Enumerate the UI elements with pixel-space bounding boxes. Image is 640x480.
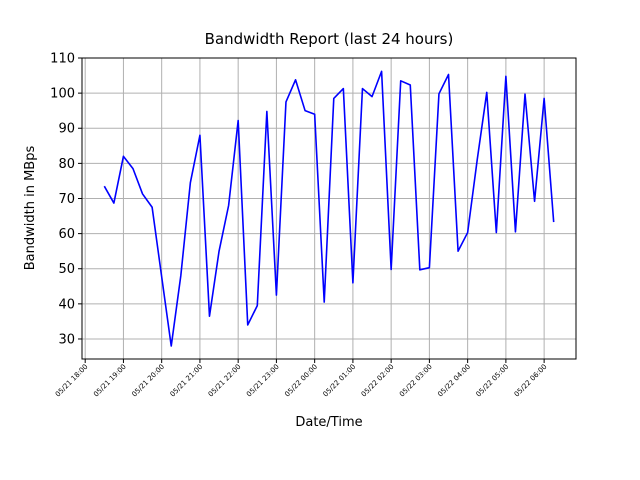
x-tick-label: 05/22 03:00 — [398, 363, 434, 399]
y-tick-label: 80 — [58, 157, 75, 172]
x-axis-label: Date/Time — [295, 415, 362, 430]
x-tick-label: 05/22 00:00 — [283, 363, 319, 399]
y-tick-label: 110 — [50, 52, 75, 67]
plot — [103, 70, 555, 347]
x-tick-label: 05/22 02:00 — [360, 363, 396, 399]
x-tick-label: 05/22 04:00 — [436, 363, 472, 399]
grid — [82, 57, 576, 359]
y-tick-label: 30 — [58, 332, 75, 347]
x-tick-label: 05/22 01:00 — [322, 363, 358, 399]
x-tick-label: 05/21 22:00 — [207, 363, 243, 399]
y-axis-label: Bandwidth in MBps — [23, 146, 38, 271]
y-tick-label: 90 — [58, 122, 75, 137]
x-tick-label: 05/22 05:00 — [475, 363, 511, 399]
y-tick-label: 40 — [58, 297, 75, 312]
y-tick-label: 70 — [58, 192, 75, 207]
x-tick-label: 05/21 18:00 — [54, 363, 90, 399]
y-tick-label: 60 — [58, 227, 75, 242]
x-tick-label: 05/21 20:00 — [130, 363, 166, 399]
x-tick-label: 05/21 19:00 — [92, 363, 128, 399]
x-tick-label: 05/21 21:00 — [169, 363, 205, 399]
plot-frame — [81, 57, 577, 360]
y-tick-label: 50 — [58, 262, 75, 277]
x-tick-label: 05/21 23:00 — [245, 363, 281, 399]
data-line — [103, 70, 555, 347]
chart-title: Bandwidth Report (last 24 hours) — [205, 30, 454, 48]
y-tick-label: 100 — [50, 87, 75, 102]
x-tick-label: 05/22 06:00 — [513, 363, 549, 399]
